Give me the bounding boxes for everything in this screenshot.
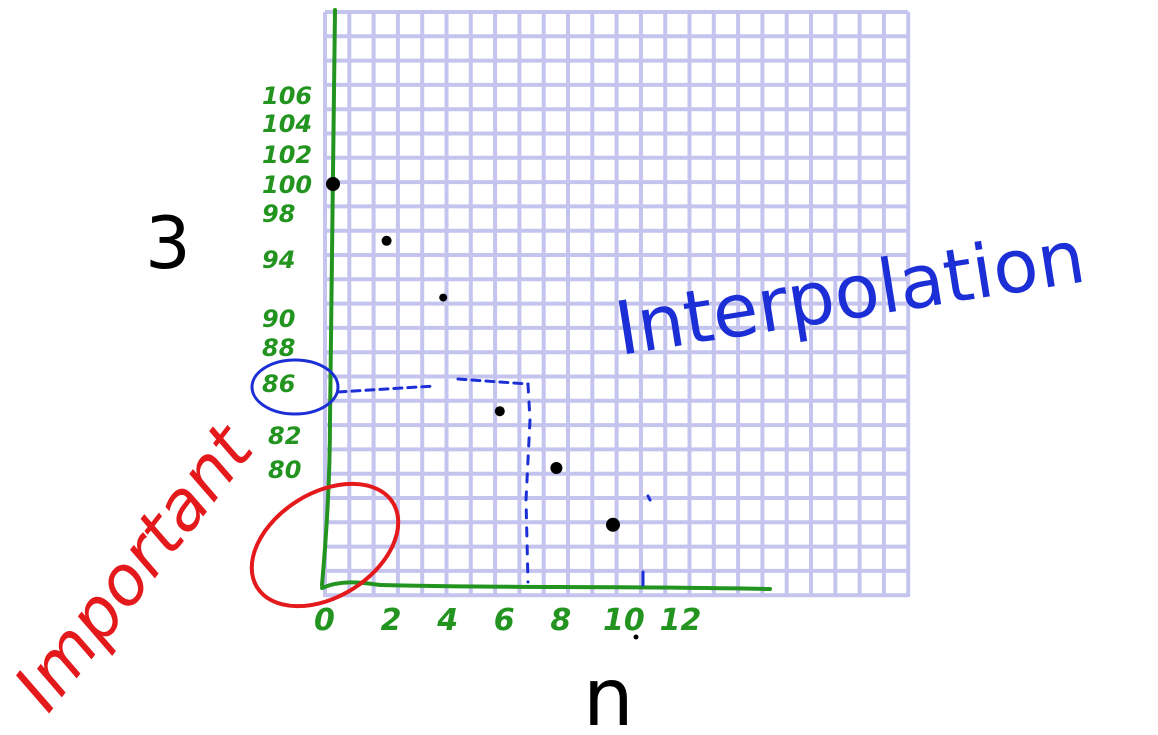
x-tick-label: 2	[381, 603, 402, 638]
interpolation-vertical-guide	[524, 382, 532, 584]
x-tick-label: 10	[603, 603, 645, 638]
y-tick-label: 98	[262, 200, 295, 228]
y-tick-label: 88	[262, 334, 295, 362]
y-tick-label: 82	[268, 422, 301, 450]
x-tick-labels: 0 2 4 6 8 10 12	[314, 603, 701, 638]
y-tick-label: 104	[262, 110, 312, 138]
interpolation-guides	[250, 358, 652, 587]
stray-dot	[633, 634, 639, 640]
y-tick-label: 106	[262, 82, 312, 110]
y-tick-label: 86	[262, 370, 295, 398]
y-axis-label: 3	[145, 201, 191, 285]
important-label: Important	[0, 409, 270, 725]
y-tick-label: 94	[262, 246, 295, 274]
x-tick-label: 0	[314, 603, 335, 638]
y-axis-line	[320, 8, 337, 587]
x-tick-label: 4	[436, 603, 458, 638]
extrapolation-mark	[646, 494, 652, 502]
grid	[323, 10, 911, 598]
y-tick-label: 80	[268, 456, 301, 484]
data-point	[550, 462, 563, 474]
data-point	[606, 517, 620, 532]
axes	[320, 8, 772, 591]
x-tick-label: 12	[660, 603, 702, 638]
y-tick-label: 100	[262, 171, 312, 199]
important-circle	[249, 481, 401, 609]
x-tick-label: 6	[494, 603, 515, 638]
y-tick-label: 90	[262, 305, 295, 333]
data-point	[326, 177, 340, 191]
data-point	[439, 293, 448, 302]
chart-title: Interpolation	[609, 214, 1090, 373]
data-points	[326, 177, 620, 532]
x-axis-line	[320, 580, 772, 591]
interpolation-horizontal-guide	[336, 377, 530, 394]
interpolation-circle	[250, 358, 340, 416]
x-axis-label: n	[583, 651, 634, 735]
data-point	[494, 406, 505, 417]
data-point	[381, 235, 392, 246]
y-tick-label: 102	[262, 141, 312, 169]
x-tick-label: 8	[550, 603, 571, 638]
important-note: Important	[0, 409, 401, 725]
